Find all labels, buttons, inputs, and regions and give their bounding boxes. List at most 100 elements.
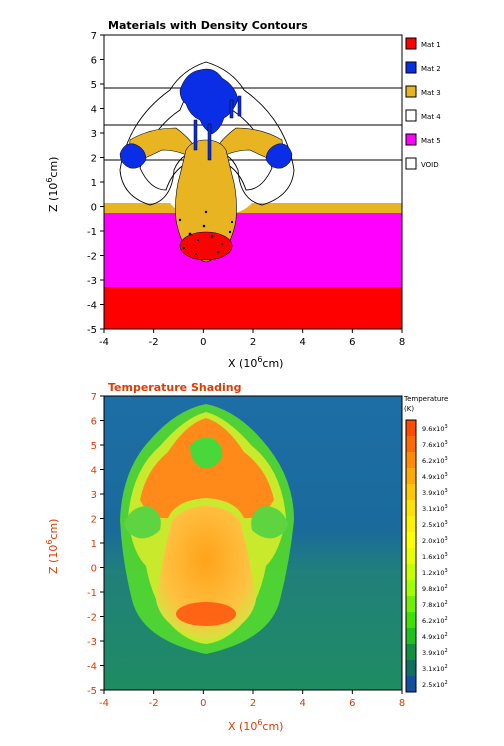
colorbar-label: 3.1x103 — [422, 504, 448, 513]
legend-swatch — [405, 157, 417, 170]
legend-entry: Mat 5 — [405, 133, 441, 146]
materials-y-ticks: -5 -4 -3 -2 -1 0 1 2 3 4 5 6 7 — [87, 31, 104, 336]
colorbar-label: 3.1x102 — [422, 664, 448, 673]
colorbar-label: 7.6x103 — [422, 440, 448, 449]
y-tick-label: 0 — [91, 564, 97, 575]
materials-plot-area — [103, 34, 403, 330]
colorbar-segment — [406, 596, 416, 613]
y-tick-label: 1 — [91, 539, 97, 550]
mat2-streak-4 — [237, 95, 242, 117]
colorbar-frame — [405, 419, 417, 693]
temp-left-lobe — [124, 506, 161, 539]
temp-stem — [156, 506, 256, 640]
y-tick-label: 7 — [91, 31, 97, 42]
y-tick-label: -3 — [87, 637, 97, 648]
colorbar-segment — [406, 660, 416, 677]
y-tick-label: -4 — [87, 301, 97, 312]
legend-label: Mat 5 — [421, 137, 441, 145]
colorbar-label: 4.9x103 — [422, 472, 448, 481]
y-tick-label: 2 — [91, 515, 97, 526]
colorbar-label: 9.8x102 — [422, 584, 448, 593]
colorbar-segment — [406, 468, 416, 485]
legend-entry: VOID — [405, 157, 439, 170]
colorbar-segment — [406, 516, 416, 533]
y-tick-label: -5 — [87, 686, 97, 697]
legend-entry: Mat 2 — [405, 61, 441, 74]
colorbar-segment — [406, 644, 416, 661]
x-tick-label: 4 — [299, 337, 305, 348]
temperature-colorbar: 9.6x103 7.6x103 6.2x103 4.9x103 3.9x103 3.1x1… — [405, 419, 448, 693]
mat2-streak-3 — [229, 99, 234, 119]
y-tick-label: 4 — [91, 105, 97, 116]
legend-label: Mat 3 — [421, 89, 441, 97]
y-tick-label: 7 — [91, 392, 97, 403]
x-tick-label: 0 — [200, 698, 206, 709]
materials-title: Materials with Density Contours — [108, 19, 308, 32]
materials-legend: Mat 1 Mat 2 Mat 3 Mat 4 Mat 5 VOID — [405, 37, 441, 170]
y-tick-label: -4 — [87, 662, 97, 673]
x-tick-label: 6 — [349, 337, 355, 348]
mat2-top — [179, 68, 239, 135]
y-tick-label: -1 — [87, 588, 97, 599]
colorbar-label: 6.2x102 — [422, 616, 448, 625]
temperature-plot-area — [103, 395, 403, 691]
temperature-title: Temperature Shading — [108, 381, 241, 394]
colorbar-label: 3.9x103 — [422, 488, 448, 497]
materials-y-axis-label: Z (106cm) — [45, 157, 60, 212]
colorbar-label: 6.2x103 — [422, 456, 448, 465]
x-tick-label: -2 — [149, 698, 159, 709]
legend-swatch — [405, 133, 417, 146]
x-tick-label: -2 — [149, 337, 159, 348]
x-tick-label: 8 — [399, 698, 405, 709]
colorbar-segment — [406, 436, 416, 453]
legend-label: Mat 2 — [421, 65, 441, 73]
colorbar-label: 2.5x103 — [422, 520, 448, 529]
colorbar-label: 2.5x102 — [422, 680, 448, 689]
x-tick-label: 2 — [250, 337, 256, 348]
colorbar-segment — [406, 532, 416, 549]
temperature-y-ticks: -5 -4 -3 -2 -1 0 1 2 3 4 5 6 7 — [87, 392, 104, 697]
core-speckle — [178, 210, 234, 256]
mat1-core — [179, 231, 233, 261]
colorbar-label: 1.2x103 — [422, 568, 448, 577]
y-tick-label: -5 — [87, 325, 97, 336]
layer-mat1 — [104, 287, 402, 329]
colorbar-label: 1.6x103 — [422, 552, 448, 561]
y-tick-label: 2 — [91, 154, 97, 165]
y-tick-label: 1 — [91, 178, 97, 189]
x-tick-label: 0 — [200, 337, 206, 348]
mat3-stem — [175, 139, 237, 263]
y-tick-label: 5 — [91, 441, 97, 452]
colorbar-label: 3.9x102 — [422, 648, 448, 657]
colorbar-unit: (K) — [404, 405, 414, 413]
colorbar-title: Temperature — [403, 395, 448, 403]
mat3-mushroom — [129, 127, 283, 263]
colorbar-segment — [406, 452, 416, 469]
y-tick-label: -3 — [87, 276, 97, 287]
mat2-spray — [119, 68, 293, 169]
x-tick-label: 8 — [399, 337, 405, 348]
y-tick-label: -1 — [87, 227, 97, 238]
x-tick-label: -4 — [99, 698, 109, 709]
x-tick-label: -4 — [99, 337, 109, 348]
y-tick-label: 3 — [91, 129, 97, 140]
y-tick-label: 3 — [91, 490, 97, 501]
layer-mat5 — [104, 213, 402, 287]
legend-swatch — [405, 85, 417, 98]
temp-green-pocket — [190, 437, 223, 469]
materials-x-axis-label: X (106cm) — [228, 355, 283, 370]
temperature-y-axis-label: Z (106cm) — [45, 519, 60, 574]
legend-swatch — [405, 109, 417, 122]
materials-x-ticks: -4 -2 0 2 4 6 8 — [99, 329, 405, 348]
temperature-x-ticks: -4 -2 0 2 4 6 8 — [99, 690, 405, 709]
legend-swatch — [405, 61, 417, 74]
y-tick-label: 5 — [91, 80, 97, 91]
colorbar-label: 7.8x102 — [422, 600, 448, 609]
y-tick-label: -2 — [87, 252, 97, 263]
x-tick-label: 2 — [250, 698, 256, 709]
temp-right-lobe — [251, 506, 288, 539]
colorbar-label: 2.0x103 — [422, 536, 448, 545]
legend-label: Mat 4 — [421, 113, 441, 121]
